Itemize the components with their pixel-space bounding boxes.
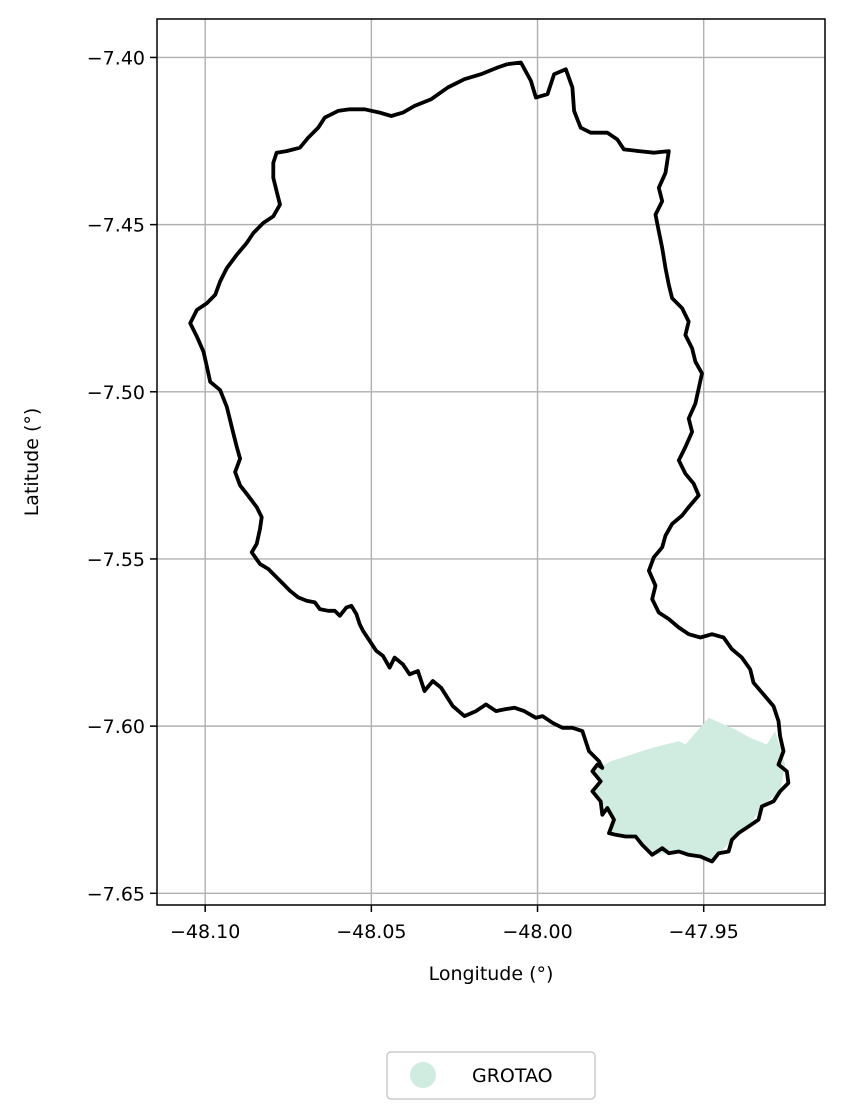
plot-frame xyxy=(156,18,826,906)
y-tick-label: −7.50 xyxy=(87,382,145,404)
legend-marker-grotao xyxy=(410,1062,436,1088)
y-axis-label: Latitude (°) xyxy=(21,408,43,517)
x-axis-label: Longitude (°) xyxy=(429,963,554,985)
legend: GROTAO xyxy=(386,1051,596,1100)
y-tick-label: −7.60 xyxy=(87,716,145,738)
y-tick-label: −7.40 xyxy=(87,47,145,69)
x-axis-ticks: −48.10 −48.05 −48.00 −47.95 xyxy=(170,905,739,943)
x-tick-label: −48.05 xyxy=(336,921,406,943)
grotao-region-fill xyxy=(592,717,786,862)
watershed-boundary-line xyxy=(188,60,791,864)
y-tick-label: −7.65 xyxy=(87,883,145,905)
y-tick-label: −7.55 xyxy=(87,549,145,571)
x-tick-label: −47.95 xyxy=(669,921,739,943)
y-axis-ticks: −7.40 −7.45 −7.50 −7.55 −7.60 −7.65 xyxy=(87,47,157,905)
y-tick-label: −7.45 xyxy=(87,215,145,237)
x-tick-label: −48.10 xyxy=(170,921,240,943)
x-tick-label: −48.00 xyxy=(502,921,572,943)
legend-label-grotao: GROTAO xyxy=(472,1065,553,1087)
grid-lines xyxy=(157,19,825,905)
legend-box xyxy=(386,1051,596,1100)
